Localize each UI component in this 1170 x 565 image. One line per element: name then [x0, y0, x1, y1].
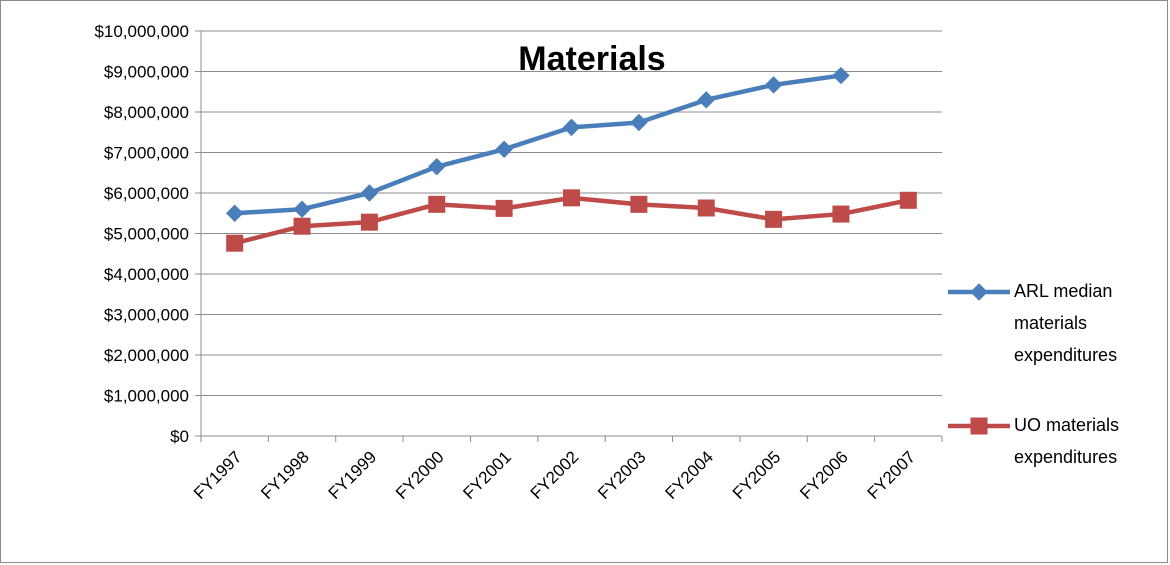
y-tick-label: $1,000,000 — [104, 387, 189, 406]
legend-entry: UO materials expenditures — [948, 415, 1119, 467]
y-tick-label: $3,000,000 — [104, 306, 189, 325]
legend-label: ARL median — [1014, 281, 1112, 301]
data-point — [428, 195, 446, 213]
data-point — [495, 199, 513, 217]
series-1 — [226, 189, 917, 252]
series-line — [234, 73, 842, 216]
data-point — [697, 91, 715, 109]
legend-marker — [970, 417, 988, 435]
x-tick-label: FY2007 — [864, 447, 920, 503]
legend-label: materials — [1014, 313, 1087, 333]
y-tick-label: $7,000,000 — [104, 144, 189, 163]
x-tick-label: FY2002 — [527, 447, 583, 503]
data-point — [293, 217, 311, 235]
legend-entry: ARL median materials expenditures — [948, 281, 1117, 365]
y-tick-label: $9,000,000 — [104, 63, 189, 82]
x-tick-label: FY2001 — [459, 447, 515, 503]
legend-marker — [970, 283, 988, 301]
legend-label: expenditures — [1014, 447, 1117, 467]
legend-label: expenditures — [1014, 345, 1117, 365]
data-point — [293, 200, 311, 218]
y-tick-label: $5,000,000 — [104, 225, 189, 244]
data-point — [360, 213, 378, 231]
data-point — [495, 140, 513, 158]
data-point — [562, 118, 581, 137]
data-point — [563, 189, 580, 207]
data-point — [697, 199, 715, 217]
y-tick-label: $0 — [170, 427, 189, 446]
x-tick-label: FY1997 — [190, 447, 246, 503]
y-tick-label: $6,000,000 — [104, 184, 189, 203]
data-point — [764, 76, 783, 94]
x-tick-label: FY2004 — [662, 447, 718, 503]
series — [225, 66, 917, 252]
x-tick-label: FY2005 — [729, 447, 785, 503]
data-point — [226, 234, 244, 252]
data-point — [832, 205, 850, 223]
data-point — [630, 113, 648, 132]
gridlines — [201, 30, 942, 396]
data-point — [899, 191, 917, 209]
x-tick-label: FY2003 — [594, 447, 650, 503]
legend-label: UO materials — [1014, 415, 1119, 435]
series-0 — [225, 66, 850, 222]
data-point — [832, 66, 850, 85]
x-tick-label: FY2000 — [392, 447, 448, 503]
data-point — [765, 210, 783, 228]
y-tick-label: $10,000,000 — [94, 22, 189, 41]
chart-title: Materials — [518, 40, 665, 78]
data-point — [360, 184, 379, 202]
x-tick-label: FY1999 — [325, 447, 381, 503]
y-tick-label: $8,000,000 — [104, 103, 189, 122]
axes: $0 $1,000,000 $2,000,000 $3,000,000 $4,000,0… — [94, 22, 943, 503]
data-point — [225, 204, 244, 222]
data-point — [428, 157, 446, 176]
data-point — [630, 195, 648, 213]
y-tick-label: $4,000,000 — [104, 265, 189, 284]
y-tick-label: $2,000,000 — [104, 346, 189, 365]
x-tick-label: FY1998 — [257, 447, 313, 503]
x-tick-label: FY2006 — [796, 447, 852, 503]
